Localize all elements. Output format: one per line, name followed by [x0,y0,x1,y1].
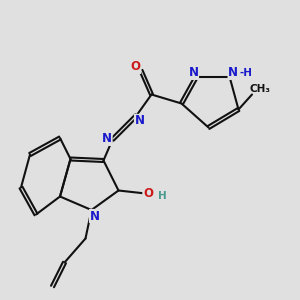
Text: N: N [134,114,145,128]
Text: N: N [89,209,100,223]
Text: N: N [102,132,112,146]
Text: H: H [158,191,166,201]
Text: -H: -H [239,68,253,78]
Text: O: O [130,60,141,74]
Text: O: O [143,187,153,200]
Text: N: N [188,66,199,80]
Text: CH₃: CH₃ [249,83,270,94]
Text: N: N [228,66,238,80]
